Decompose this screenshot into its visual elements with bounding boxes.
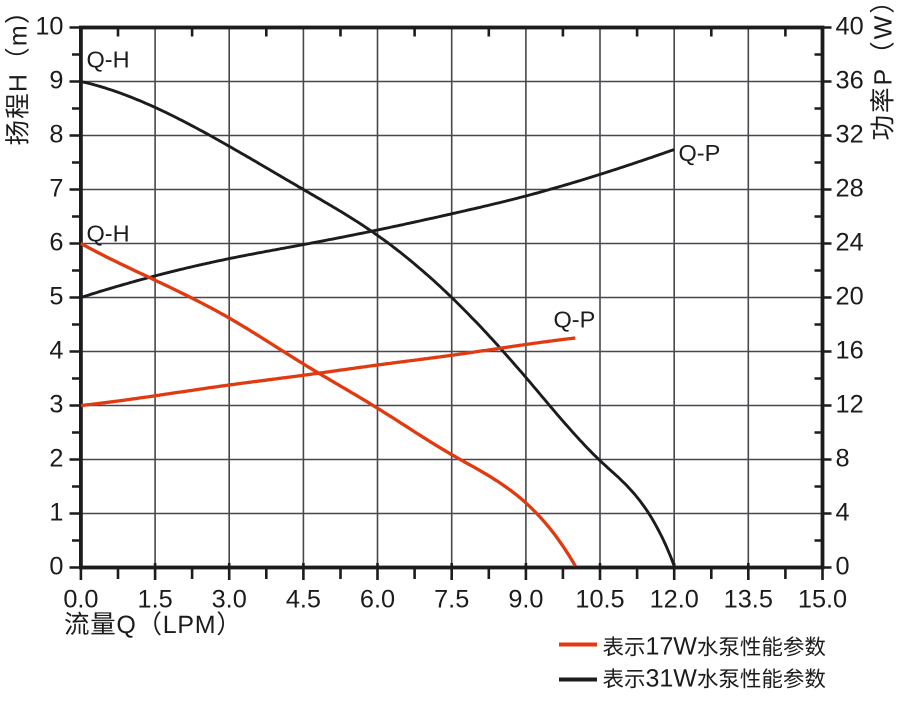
svg-text:40: 40 [836,12,864,40]
svg-text:0.0: 0.0 [63,586,98,614]
svg-text:3.0: 3.0 [212,586,247,614]
svg-text:12.0: 12.0 [650,586,699,614]
svg-text:0: 0 [49,552,63,580]
svg-text:1: 1 [49,498,63,526]
svg-text:9: 9 [49,66,63,94]
svg-text:3: 3 [49,390,63,418]
svg-text:16: 16 [836,336,864,364]
svg-text:24: 24 [836,228,864,256]
svg-text:8: 8 [836,444,850,472]
svg-text:32: 32 [836,120,864,148]
svg-text:Q-H: Q-H [87,221,130,247]
svg-text:Q-P: Q-P [679,140,721,166]
svg-text:12: 12 [836,390,864,418]
svg-text:4: 4 [49,336,63,364]
svg-text:10: 10 [35,12,63,40]
svg-text:4.5: 4.5 [286,586,321,614]
svg-text:Q-H: Q-H [87,47,130,73]
svg-text:8: 8 [49,120,63,148]
svg-text:7.5: 7.5 [434,586,469,614]
svg-text:6: 6 [49,228,63,256]
svg-text:20: 20 [836,282,864,310]
svg-text:0: 0 [836,552,850,580]
svg-text:15.0: 15.0 [798,586,847,614]
svg-text:6.0: 6.0 [360,586,395,614]
svg-text:36: 36 [836,66,864,94]
svg-text:4: 4 [836,498,850,526]
svg-text:1.5: 1.5 [138,586,173,614]
svg-text:28: 28 [836,174,864,202]
svg-text:Q-P: Q-P [554,307,596,333]
svg-text:13.5: 13.5 [724,586,773,614]
svg-text:2: 2 [49,444,63,472]
svg-text:9.0: 9.0 [508,586,543,614]
svg-text:7: 7 [49,174,63,202]
svg-text:10.5: 10.5 [575,586,624,614]
svg-text:5: 5 [49,282,63,310]
